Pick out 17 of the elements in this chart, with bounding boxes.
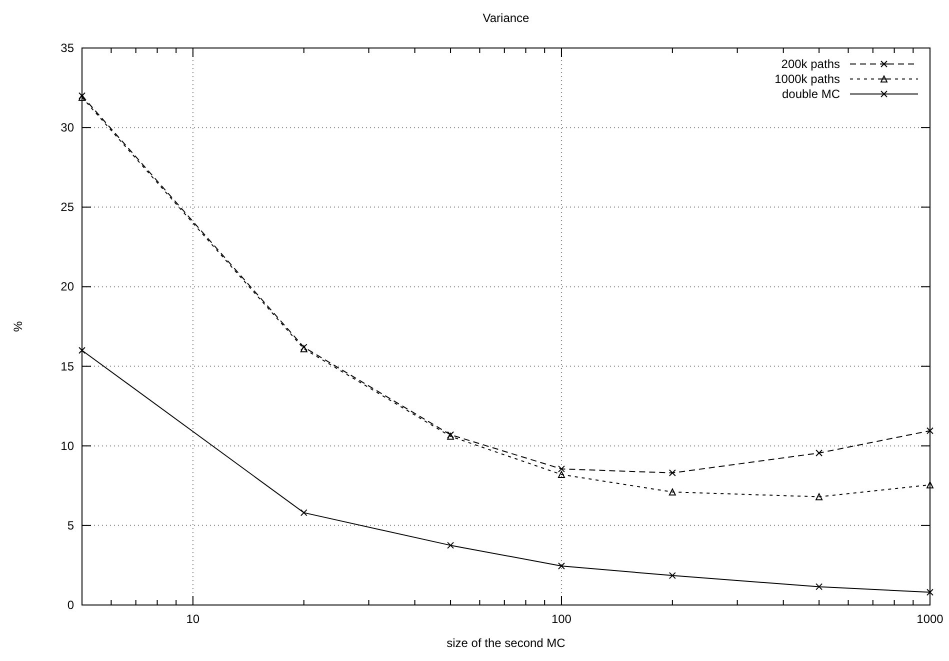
x-tick-label: 10 [186, 612, 200, 626]
y-tick-label: 25 [60, 200, 74, 214]
y-tick-label: 15 [60, 359, 74, 374]
y-tick-label: 10 [60, 438, 74, 453]
y-tick-label: 5 [67, 518, 74, 532]
legend-label: 1000k paths [774, 72, 840, 86]
x-tick-label: 1000 [916, 612, 944, 626]
y-tick-label: 0 [67, 598, 74, 612]
x-tick-label: 100 [551, 612, 572, 626]
legend-label: double MC [782, 87, 840, 101]
chart-title: Variance [482, 11, 530, 25]
legend-label: 200k paths [781, 57, 840, 71]
y-tick-label: 20 [60, 280, 74, 294]
y-tick-label: 30 [60, 120, 74, 135]
y-axis-title: % [11, 320, 25, 332]
y-tick-label: 35 [60, 41, 74, 55]
x-axis-title: size of the second MC [446, 636, 566, 650]
